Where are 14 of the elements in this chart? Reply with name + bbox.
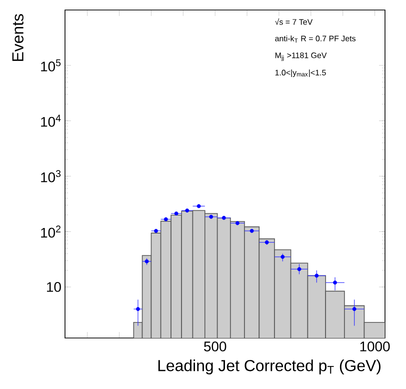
y-tick-label: 10$^{4}$ <box>41 114 61 127</box>
y-tick-label: 10$^{5}$ <box>41 59 61 72</box>
y-axis-title: Events <box>12 14 24 61</box>
point <box>333 280 338 285</box>
x-axis-title: Leading Jet Corrected p$_{T}$ (GeV) <box>158 360 380 374</box>
point <box>297 267 302 272</box>
x-tick-label: 1000 <box>360 342 390 352</box>
point <box>314 274 319 278</box>
x-tick-label: 500 <box>204 342 226 352</box>
y-tick-label: 10 <box>47 282 61 292</box>
y-tick-label: 10$^{3}$ <box>41 170 61 182</box>
y-tick-label: 10$^{2}$ <box>41 226 60 238</box>
point <box>352 307 356 312</box>
point <box>136 307 140 312</box>
